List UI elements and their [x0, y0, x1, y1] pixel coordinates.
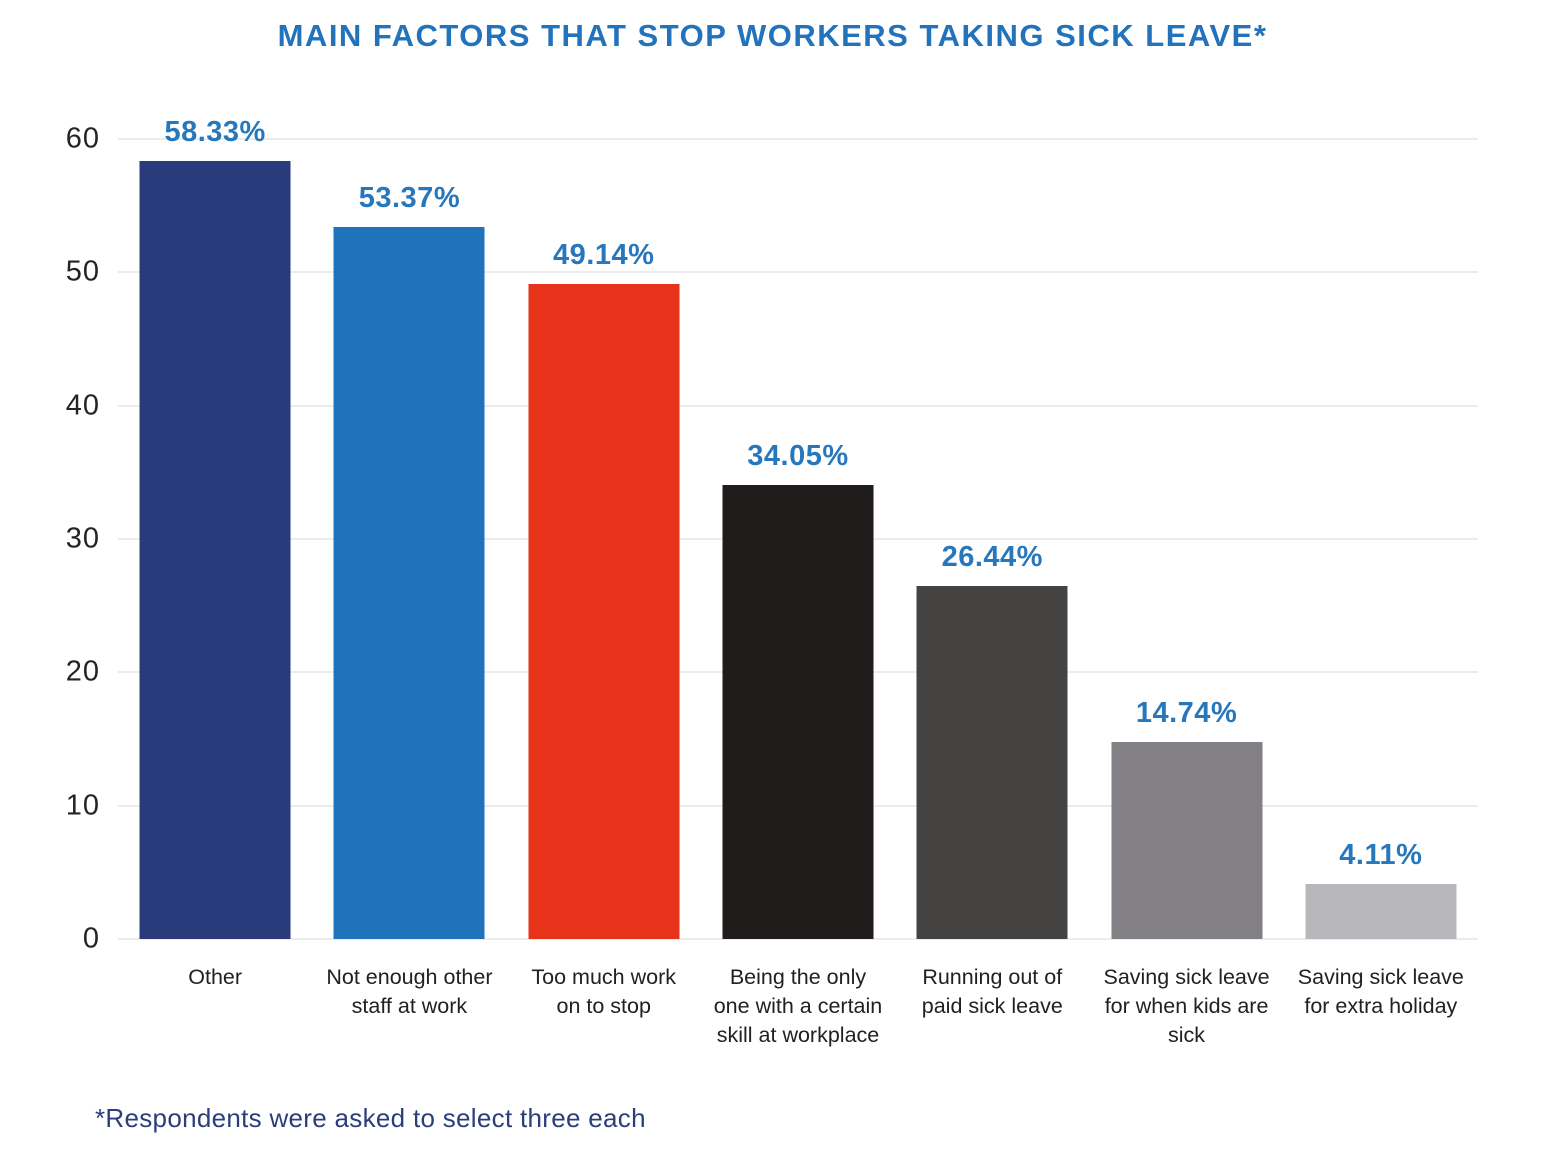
bar-1	[333, 227, 485, 939]
bar-value-label-1: 53.37%	[358, 182, 461, 215]
x-axis-category-label-6: Saving sick leave for extra holiday	[1297, 965, 1464, 1019]
gridline-60	[118, 138, 1478, 140]
x-axis-labels-container: Other Not enough other staff at work Too m…	[118, 939, 1478, 1051]
bar-4	[916, 586, 1068, 939]
bar-slot: 26.44%	[895, 139, 1089, 939]
bar-slot: 53.37%	[312, 139, 506, 939]
y-axis-tick-label-10: 10	[65, 789, 100, 822]
bar-slot: 58.33%	[118, 116, 312, 939]
x-axis-category-label-0: Other	[188, 965, 243, 989]
y-axis-tick-label-60: 60	[65, 122, 100, 155]
x-axis-category-label-3: Being the only one with a certain skill …	[713, 965, 883, 1048]
bar-value-label-5: 14.74%	[1135, 697, 1238, 730]
y-axis-tick-label-0: 0	[82, 922, 100, 955]
gridline-0	[118, 938, 1478, 940]
chart-title: MAIN FACTORS THAT STOP WORKERS TAKING SI…	[277, 18, 1268, 53]
y-axis-tick-label-40: 40	[65, 389, 100, 422]
bar-slot: 49.14%	[507, 139, 701, 939]
x-axis-category-label-2: Too much work on to stop	[531, 965, 676, 1019]
y-axis-tick-label-20: 20	[65, 655, 100, 688]
bar-2	[528, 283, 680, 939]
bar-value-label-0: 58.33%	[164, 116, 266, 149]
x-axis-category-label-4: Running out of paid sick leave	[921, 965, 1063, 1019]
plot-area: 0 10 20 30 40 50 60 58.33% 53.37% 49.14% 34.05% 26…	[66, 116, 1478, 955]
bar-slot: 34.05%	[701, 139, 895, 939]
bar-0	[139, 161, 291, 939]
bar-slot: 4.11%	[1284, 139, 1478, 939]
bar-slot: 14.74%	[1089, 139, 1283, 939]
chart-footnote: *Respondents were asked to select three …	[95, 1103, 646, 1133]
bar-5	[1111, 742, 1263, 939]
x-axis-category-label-5: Saving sick leave for when kids are sick	[1103, 965, 1270, 1048]
y-axis-tick-label-50: 50	[65, 255, 100, 288]
bar-value-label-2: 49.14%	[553, 238, 655, 271]
bar-value-label-6: 4.11%	[1339, 839, 1423, 872]
gridline-50	[118, 271, 1478, 274]
gridline-40	[118, 404, 1478, 407]
bars-container: 58.33% 53.37% 49.14% 34.05% 26.44% 14.74% 4.11…	[118, 116, 1478, 939]
y-axis-tick-label-30: 30	[65, 522, 100, 555]
bar-value-label-3: 34.05%	[747, 440, 849, 472]
bar-3	[722, 485, 874, 939]
bar-value-label-4: 26.44%	[941, 541, 1043, 574]
x-axis-category-label-1: Not enough other staff at work	[326, 965, 493, 1019]
bar-6	[1305, 884, 1457, 939]
